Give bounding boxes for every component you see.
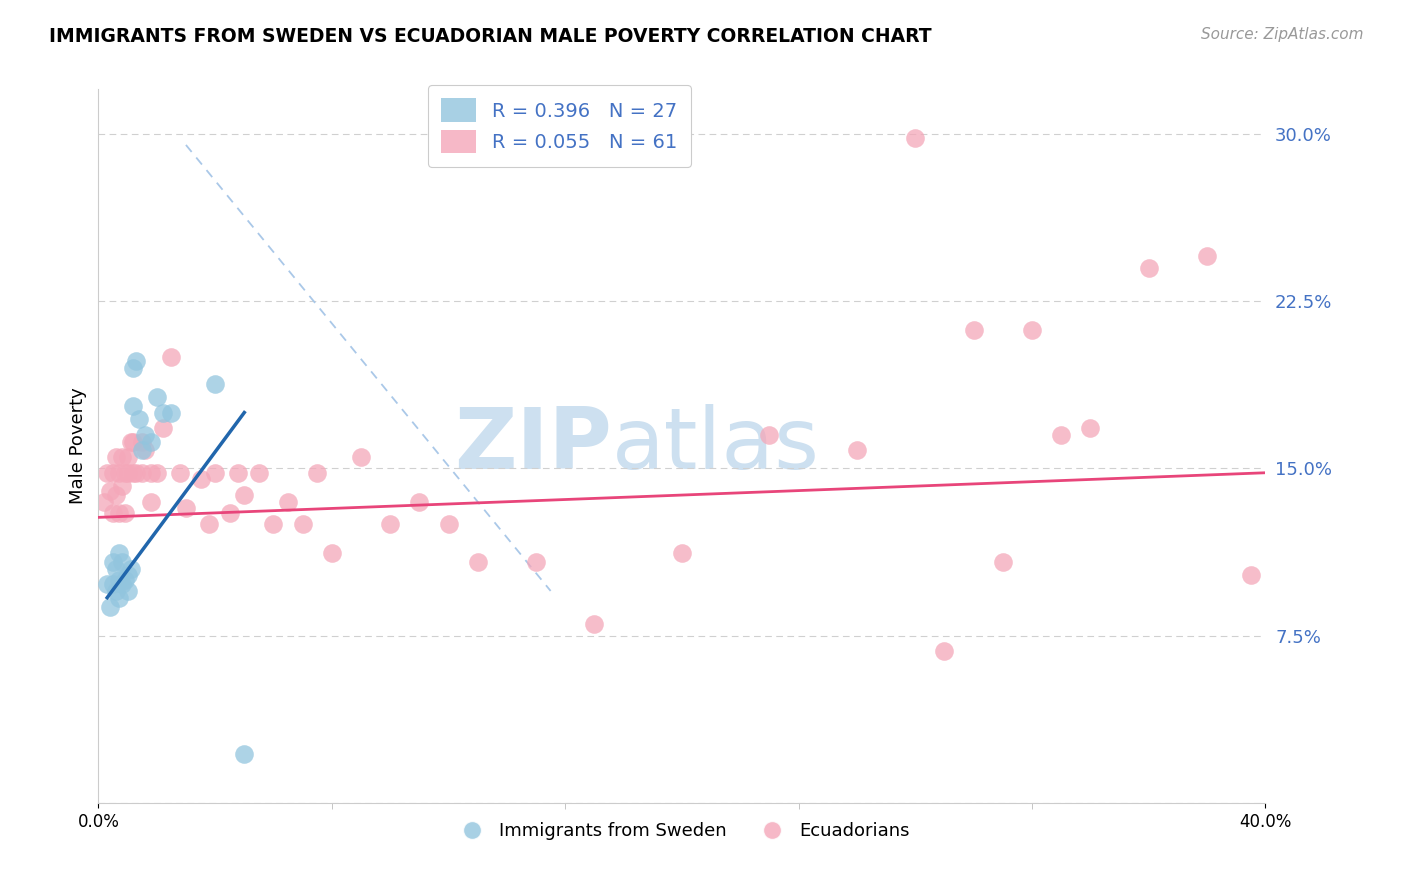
Point xyxy=(1050,427,1073,442)
Text: ZIP: ZIP xyxy=(454,404,612,488)
Point xyxy=(146,466,169,480)
Point xyxy=(408,494,430,508)
Point xyxy=(758,427,780,442)
Point xyxy=(122,399,145,413)
Point xyxy=(108,573,131,587)
Point xyxy=(101,577,124,591)
Point xyxy=(291,516,314,531)
Point xyxy=(160,405,183,419)
Point xyxy=(117,466,139,480)
Point xyxy=(174,501,197,516)
Point xyxy=(139,466,162,480)
Point xyxy=(583,617,606,632)
Point xyxy=(101,506,124,520)
Point xyxy=(218,506,240,520)
Point xyxy=(104,488,127,502)
Point xyxy=(101,466,124,480)
Legend: Immigrants from Sweden, Ecuadorians: Immigrants from Sweden, Ecuadorians xyxy=(447,815,917,847)
Point xyxy=(277,494,299,508)
Point xyxy=(101,555,124,569)
Point xyxy=(1021,323,1043,337)
Point xyxy=(991,555,1014,569)
Point xyxy=(108,591,131,605)
Point xyxy=(134,443,156,458)
Point xyxy=(117,583,139,598)
Point xyxy=(1137,260,1160,275)
Text: Source: ZipAtlas.com: Source: ZipAtlas.com xyxy=(1201,27,1364,42)
Point xyxy=(228,466,250,480)
Point xyxy=(437,516,460,531)
Point xyxy=(846,443,869,458)
Point xyxy=(321,546,343,560)
Point xyxy=(131,443,153,458)
Point xyxy=(467,555,489,569)
Point xyxy=(1240,568,1263,582)
Point xyxy=(125,466,148,480)
Point xyxy=(104,450,127,464)
Point xyxy=(117,568,139,582)
Point xyxy=(120,562,142,576)
Point xyxy=(152,421,174,435)
Point xyxy=(111,555,134,569)
Point xyxy=(120,434,142,449)
Y-axis label: Male Poverty: Male Poverty xyxy=(69,388,87,504)
Point xyxy=(204,376,226,391)
Point xyxy=(108,466,131,480)
Point xyxy=(160,350,183,364)
Point xyxy=(131,466,153,480)
Point xyxy=(190,473,212,487)
Point xyxy=(98,599,121,614)
Point xyxy=(108,546,131,560)
Point xyxy=(262,516,284,531)
Point xyxy=(96,577,118,591)
Point xyxy=(233,747,256,761)
Point xyxy=(904,131,927,145)
Point xyxy=(1195,249,1218,264)
Point xyxy=(111,479,134,493)
Point xyxy=(198,516,221,531)
Point xyxy=(114,573,136,587)
Point xyxy=(131,434,153,449)
Point xyxy=(350,450,373,464)
Point xyxy=(247,466,270,480)
Point xyxy=(307,466,329,480)
Point xyxy=(114,506,136,520)
Point xyxy=(98,483,121,498)
Point xyxy=(233,488,256,502)
Point xyxy=(108,506,131,520)
Point xyxy=(104,583,127,598)
Point xyxy=(122,360,145,375)
Point xyxy=(146,390,169,404)
Point xyxy=(139,434,162,449)
Point xyxy=(380,516,402,531)
Point xyxy=(128,412,150,426)
Point xyxy=(204,466,226,480)
Point xyxy=(524,555,547,569)
Point xyxy=(104,562,127,576)
Point xyxy=(134,427,156,442)
Point xyxy=(139,494,162,508)
Point xyxy=(111,577,134,591)
Point xyxy=(117,450,139,464)
Point xyxy=(114,466,136,480)
Point xyxy=(169,466,191,480)
Text: IMMIGRANTS FROM SWEDEN VS ECUADORIAN MALE POVERTY CORRELATION CHART: IMMIGRANTS FROM SWEDEN VS ECUADORIAN MAL… xyxy=(49,27,932,45)
Point xyxy=(96,466,118,480)
Point xyxy=(934,644,956,658)
Point xyxy=(122,466,145,480)
Point xyxy=(1080,421,1102,435)
Point xyxy=(93,494,115,508)
Text: atlas: atlas xyxy=(612,404,820,488)
Point xyxy=(111,450,134,464)
Point xyxy=(671,546,693,560)
Point xyxy=(122,434,145,449)
Point xyxy=(962,323,984,337)
Point xyxy=(125,354,148,368)
Point xyxy=(152,405,174,419)
